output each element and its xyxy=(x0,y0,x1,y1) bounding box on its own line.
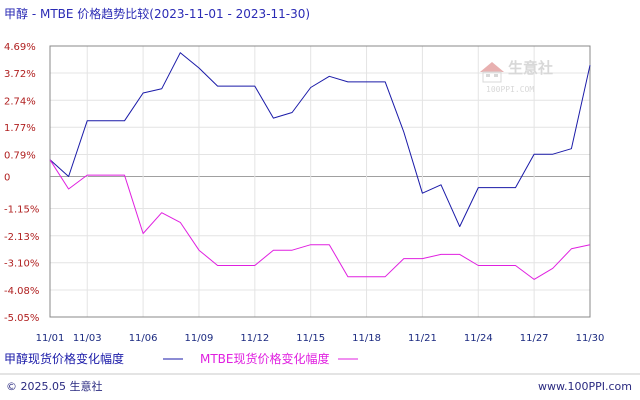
x-tick-label: 11/30 xyxy=(576,333,605,344)
x-tick-label: 11/06 xyxy=(129,333,158,344)
x-tick-label: 11/18 xyxy=(352,333,381,344)
y-tick-label: -2.13% xyxy=(4,232,39,243)
series-line-mtbe xyxy=(49,159,591,280)
y-tick-label: -1.15% xyxy=(4,204,39,215)
watermark-url: 100PPI.COM xyxy=(486,85,534,94)
x-tick-label: 11/24 xyxy=(464,333,493,344)
plot-frame xyxy=(49,45,591,318)
y-tick-label: -5.05% xyxy=(4,313,39,324)
y-tick-label: 1.77% xyxy=(4,123,36,134)
x-tick-label: 11/03 xyxy=(73,333,102,344)
watermark-text: 生意社 xyxy=(508,59,553,77)
legend-label-methanol: 甲醇现货价格变化幅度 xyxy=(4,351,124,366)
legend-label-mtbe: MTBE现货价格变化幅度 xyxy=(200,351,330,366)
x-tick-label: 11/09 xyxy=(185,333,214,344)
x-tick-label: 11/27 xyxy=(520,333,549,344)
x-tick-label: 11/01 xyxy=(36,333,65,344)
y-tick-label: 0.79% xyxy=(4,151,36,162)
footer-site-link[interactable]: www.100PPI.com xyxy=(538,380,632,393)
series-line-methanol xyxy=(49,52,591,228)
y-tick-label: -3.10% xyxy=(4,259,39,270)
legend: 甲醇现货价格变化幅度 MTBE现货价格变化幅度 xyxy=(4,351,358,366)
watermark: 生意社 100PPI.COM xyxy=(480,59,553,94)
y-tick-label: 3.72% xyxy=(4,69,36,80)
chart-title: 甲醇 - MTBE 价格趋势比较(2023-11-01 - 2023-11-30… xyxy=(4,6,310,21)
y-tick-label: 2.74% xyxy=(4,96,36,107)
series-lines xyxy=(49,52,591,280)
y-tick-label: 0 xyxy=(4,172,10,183)
y-tick-label: 4.69% xyxy=(4,42,36,53)
x-tick-label: 11/15 xyxy=(296,333,325,344)
footer-copyright: © 2025.05 生意社 xyxy=(6,379,102,393)
axes xyxy=(49,45,591,318)
grid xyxy=(50,46,590,317)
y-axis-ticks: 4.69% 3.72% 2.74% 1.77% 0.79% 0 -1.15% -2.13% -3… xyxy=(4,42,39,324)
x-tick-label: 11/21 xyxy=(408,333,437,344)
x-axis-ticks: 11/01 11/03 11/06 11/09 11/12 11/15 11/18 11/21… xyxy=(36,333,605,344)
watermark-logo-icon xyxy=(480,62,504,83)
y-tick-label: -4.08% xyxy=(4,286,39,297)
x-tick-label: 11/12 xyxy=(240,333,269,344)
